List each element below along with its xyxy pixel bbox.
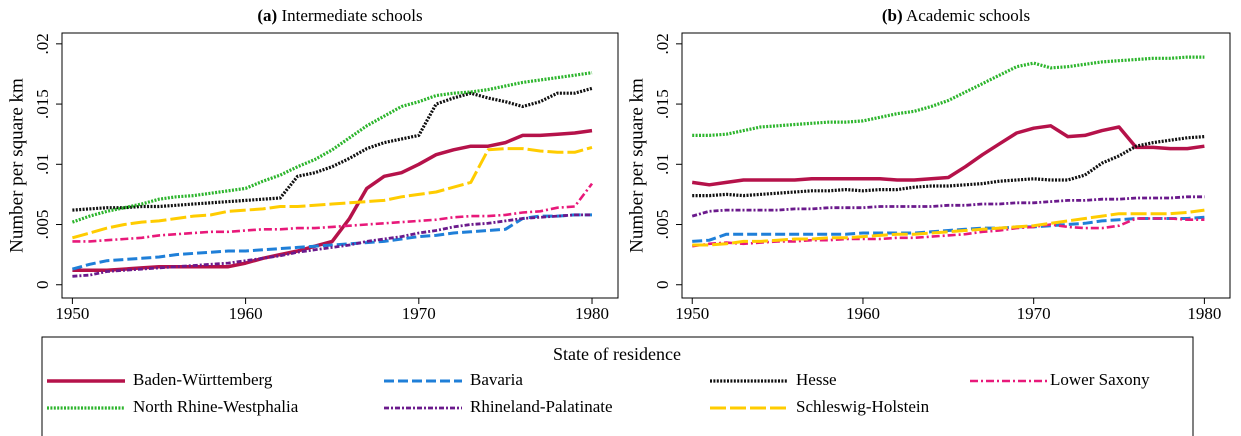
x-tick-label: 1950 bbox=[675, 304, 709, 323]
x-tick-label: 1970 bbox=[402, 304, 436, 323]
series-line bbox=[72, 86, 593, 212]
y-tick-label: .015 bbox=[33, 89, 52, 119]
legend-title: State of residence bbox=[553, 344, 681, 364]
plot-frame bbox=[681, 32, 1231, 299]
panel-label: (a) bbox=[257, 6, 277, 25]
series-line bbox=[692, 55, 1205, 137]
series-line bbox=[72, 182, 594, 243]
y-tick-label: .02 bbox=[653, 33, 672, 54]
plot-frame bbox=[61, 32, 619, 299]
series-line bbox=[692, 217, 1205, 248]
series-line bbox=[72, 128, 593, 273]
series-line bbox=[692, 135, 1205, 198]
y-axis-label: Number per square km bbox=[6, 78, 27, 253]
x-tick-label: 1980 bbox=[575, 304, 609, 323]
x-tick-label: 1980 bbox=[1187, 304, 1221, 323]
title-text: Academic schools bbox=[906, 6, 1030, 25]
x-tick-label: 1950 bbox=[55, 304, 89, 323]
chart-title: (b) Academic schools bbox=[882, 6, 1030, 25]
y-tick-label: .005 bbox=[33, 210, 52, 240]
series-line bbox=[71, 145, 593, 240]
series-line bbox=[691, 195, 1205, 218]
series-line bbox=[71, 213, 592, 271]
x-tick-label: 1960 bbox=[846, 304, 880, 323]
legend-label: North Rhine-Westphalia bbox=[133, 397, 299, 416]
x-tick-label: 1970 bbox=[1017, 304, 1051, 323]
y-tick-label: 0 bbox=[653, 281, 672, 290]
y-axis-label: Number per square km bbox=[626, 78, 647, 253]
series-line bbox=[691, 124, 1205, 187]
series-line bbox=[692, 208, 1205, 247]
y-tick-label: .02 bbox=[33, 33, 52, 54]
legend-label: Hesse bbox=[796, 370, 837, 389]
legend-label: Baden-Württemberg bbox=[133, 370, 273, 389]
chart-title: (a) Intermediate schools bbox=[257, 6, 422, 25]
legend-label: Bavaria bbox=[470, 370, 523, 389]
panel-label: (b) bbox=[882, 6, 903, 25]
series-line bbox=[72, 213, 592, 278]
series-line bbox=[71, 71, 593, 224]
legend-box bbox=[41, 336, 1194, 436]
y-tick-label: .01 bbox=[653, 154, 672, 175]
x-tick-label: 1960 bbox=[229, 304, 263, 323]
title-text: Intermediate schools bbox=[281, 6, 422, 25]
y-tick-label: .015 bbox=[653, 89, 672, 119]
y-tick-label: .005 bbox=[653, 210, 672, 240]
legend-label: Lower Saxony bbox=[1050, 370, 1150, 389]
legend-label: Rhineland-Palatinate bbox=[470, 397, 613, 416]
y-tick-label: 0 bbox=[33, 281, 52, 290]
series-line bbox=[692, 215, 1205, 243]
legend-label: Schleswig-Holstein bbox=[796, 397, 930, 416]
y-tick-label: .01 bbox=[33, 154, 52, 175]
